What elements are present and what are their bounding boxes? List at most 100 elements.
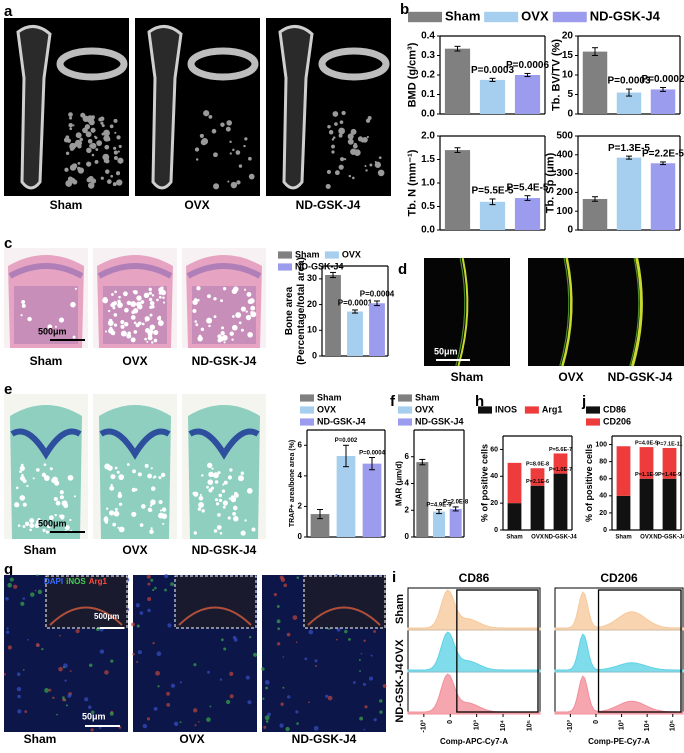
cell <box>142 723 148 729</box>
cell <box>109 711 114 716</box>
image-label: OVX <box>184 198 209 212</box>
marrow-space <box>132 469 136 474</box>
marrow-space <box>139 523 144 527</box>
histogram <box>554 633 684 673</box>
marrow-space <box>61 517 64 520</box>
mineral-line <box>561 257 573 367</box>
marrow-space <box>113 313 118 317</box>
cell <box>229 671 234 677</box>
error-bar <box>660 161 666 166</box>
cell <box>36 574 39 577</box>
inset-tissue <box>307 606 381 626</box>
cell <box>193 708 198 713</box>
cell <box>232 635 237 640</box>
trabecula <box>341 110 346 116</box>
marrow-space <box>113 510 120 517</box>
y-tick-label: 40 <box>490 473 498 480</box>
marrow-space <box>52 476 58 483</box>
p-value: P=2.2E-5 <box>642 149 684 160</box>
y-tick-label: 20 <box>599 510 607 517</box>
error-bar <box>369 457 375 471</box>
p-value: P=5.4E-5 <box>507 182 549 193</box>
flow-frame <box>554 587 684 715</box>
marrow-space <box>113 323 118 327</box>
flow-row-label: Sham <box>394 594 406 624</box>
marrow-space <box>201 509 205 513</box>
cell <box>273 592 277 597</box>
marrow-space <box>212 472 219 479</box>
trabecula <box>343 158 347 161</box>
cell <box>48 688 52 692</box>
legend-label: OVX <box>521 8 549 23</box>
cell <box>136 660 139 663</box>
marrow-space <box>54 513 57 517</box>
cell <box>7 645 12 650</box>
marrow-space <box>144 337 147 341</box>
cell <box>325 694 329 698</box>
legend-label: OVX <box>342 249 361 259</box>
cell <box>225 699 231 705</box>
marrow-space <box>126 463 130 466</box>
cell <box>157 685 160 688</box>
trabecula <box>75 132 82 139</box>
p-value: P=0.0004 <box>360 290 395 299</box>
marrow-space <box>108 510 115 516</box>
flow-tick-label: 10⁵ <box>670 720 677 731</box>
marrow-space <box>223 341 226 344</box>
marrow-space <box>213 297 217 301</box>
cell <box>223 647 227 651</box>
bar <box>325 275 341 356</box>
trabecula <box>238 164 243 168</box>
cell <box>206 717 211 722</box>
marrow-space <box>229 331 234 336</box>
y-tick-label: 0 <box>298 532 303 541</box>
marrow-space <box>148 297 153 302</box>
trabecula <box>86 161 92 167</box>
marrow-space <box>107 320 114 326</box>
error-bar <box>436 509 442 515</box>
trabecula <box>119 161 122 164</box>
trabecula <box>194 147 200 152</box>
panel-letter: h <box>475 393 484 410</box>
trabecula <box>338 164 344 170</box>
cell <box>167 623 172 628</box>
marrow-space <box>156 298 159 302</box>
cell <box>360 652 363 655</box>
trabecula <box>347 138 354 145</box>
bar-segment <box>530 468 545 486</box>
cell <box>262 697 265 700</box>
trabecula <box>72 179 78 185</box>
trabecula <box>69 164 77 171</box>
marrow-space <box>223 480 228 485</box>
marrow-space <box>213 529 218 533</box>
marrow-space <box>196 286 201 291</box>
cell <box>276 642 281 646</box>
cell <box>164 574 169 579</box>
marrow-space <box>29 518 35 524</box>
trabecula <box>116 135 121 140</box>
bar-segment <box>639 447 654 479</box>
y-axis-label: Tb. Sp (μm) <box>545 152 557 213</box>
trabecula <box>350 148 357 155</box>
growth-plate <box>186 263 262 279</box>
cell <box>267 712 271 717</box>
legend-swatch <box>300 418 314 426</box>
cell <box>209 705 212 708</box>
marrow-space <box>59 495 64 500</box>
trabecula <box>229 140 232 144</box>
marrow-space <box>46 524 51 529</box>
trabecula <box>68 123 73 128</box>
marrow-space <box>17 524 21 527</box>
bar <box>449 508 462 537</box>
y-axis-label: Tb. N (mm⁻¹) <box>407 149 419 216</box>
scale-bar-label: 500μm <box>38 518 67 528</box>
bar <box>479 79 506 114</box>
marrow-space <box>59 514 62 518</box>
marrow-space <box>130 315 136 320</box>
marrow-space <box>147 335 153 341</box>
cell <box>296 722 299 725</box>
y-tick-label: 1.5 <box>421 154 435 165</box>
legend-swatch <box>398 418 412 426</box>
marrow-space <box>196 298 200 302</box>
